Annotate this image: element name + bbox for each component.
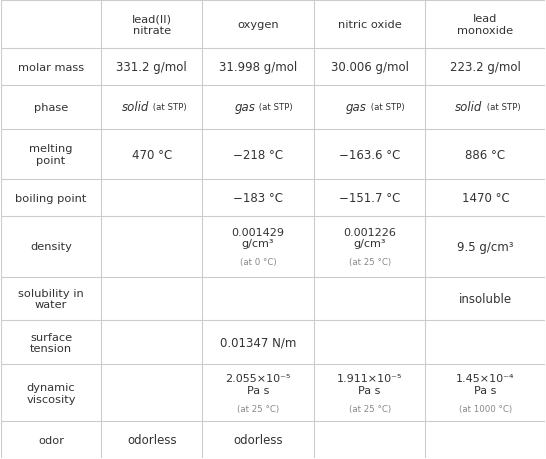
Text: oxygen: oxygen bbox=[237, 20, 279, 30]
Text: (at 1000 °C): (at 1000 °C) bbox=[459, 404, 512, 414]
Text: −218 °C: −218 °C bbox=[233, 148, 283, 161]
Text: 1.45×10⁻⁴
Pa s: 1.45×10⁻⁴ Pa s bbox=[456, 374, 515, 395]
Text: melting
point: melting point bbox=[29, 144, 73, 165]
Text: 9.5 g/cm³: 9.5 g/cm³ bbox=[457, 241, 514, 253]
Text: (at 0 °C): (at 0 °C) bbox=[240, 257, 276, 267]
Text: 331.2 g/mol: 331.2 g/mol bbox=[116, 61, 187, 74]
Text: 0.001429
g/cm³: 0.001429 g/cm³ bbox=[232, 227, 284, 249]
Text: (at STP): (at STP) bbox=[368, 103, 405, 112]
Text: lead
monoxide: lead monoxide bbox=[458, 14, 513, 36]
Text: dynamic
viscosity: dynamic viscosity bbox=[26, 382, 76, 403]
Text: 223.2 g/mol: 223.2 g/mol bbox=[450, 61, 521, 74]
Text: solid: solid bbox=[455, 101, 483, 114]
Text: −163.6 °C: −163.6 °C bbox=[339, 148, 400, 161]
Text: 2.055×10⁻⁵
Pa s: 2.055×10⁻⁵ Pa s bbox=[225, 374, 290, 395]
Text: surface
tension: surface tension bbox=[30, 332, 72, 353]
Text: lead(II)
nitrate: lead(II) nitrate bbox=[132, 14, 172, 36]
Text: 1.911×10⁻⁵
Pa s: 1.911×10⁻⁵ Pa s bbox=[337, 374, 402, 395]
Text: boiling point: boiling point bbox=[15, 193, 87, 203]
Text: (at 25 °C): (at 25 °C) bbox=[348, 257, 391, 267]
Text: 1470 °C: 1470 °C bbox=[461, 192, 509, 205]
Text: density: density bbox=[30, 242, 72, 252]
Text: odorless: odorless bbox=[233, 433, 283, 446]
Text: 470 °C: 470 °C bbox=[132, 148, 172, 161]
Text: nitric oxide: nitric oxide bbox=[338, 20, 401, 30]
Text: phase: phase bbox=[34, 103, 68, 113]
Text: odorless: odorless bbox=[127, 433, 177, 446]
Text: odor: odor bbox=[38, 435, 64, 445]
Text: 30.006 g/mol: 30.006 g/mol bbox=[331, 61, 408, 74]
Text: (at 25 °C): (at 25 °C) bbox=[348, 404, 391, 414]
Text: (at STP): (at STP) bbox=[150, 103, 187, 112]
Text: (at STP): (at STP) bbox=[484, 103, 520, 112]
Text: −151.7 °C: −151.7 °C bbox=[339, 192, 400, 205]
Text: gas: gas bbox=[234, 101, 256, 114]
Text: 886 °C: 886 °C bbox=[465, 148, 506, 161]
Text: (at STP): (at STP) bbox=[257, 103, 293, 112]
Text: solubility in
water: solubility in water bbox=[18, 288, 84, 310]
Text: solid: solid bbox=[122, 101, 149, 114]
Text: −183 °C: −183 °C bbox=[233, 192, 283, 205]
Text: 31.998 g/mol: 31.998 g/mol bbox=[219, 61, 297, 74]
Text: (at 25 °C): (at 25 °C) bbox=[237, 404, 279, 414]
Text: insoluble: insoluble bbox=[459, 292, 512, 305]
Text: 0.001226
g/cm³: 0.001226 g/cm³ bbox=[343, 227, 396, 249]
Text: gas: gas bbox=[346, 101, 367, 114]
Text: molar mass: molar mass bbox=[18, 62, 84, 73]
Text: 0.01347 N/m: 0.01347 N/m bbox=[220, 336, 296, 349]
